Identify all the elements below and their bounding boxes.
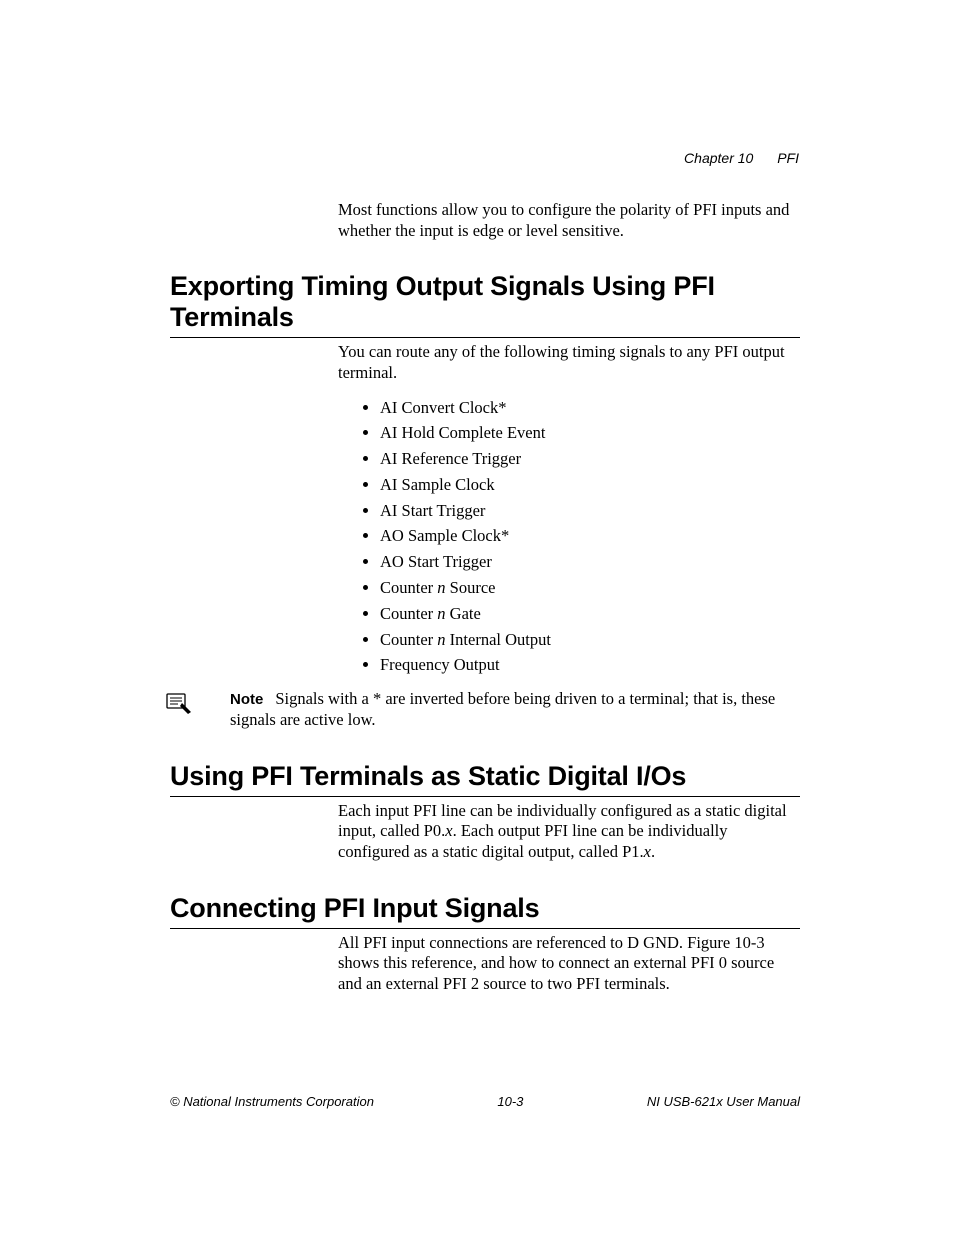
signal-text: AI Sample Clock	[380, 475, 495, 494]
content-area: Most functions allow you to configure th…	[170, 200, 800, 1008]
signal-text: AO Sample Clock*	[380, 526, 509, 545]
list-item: AO Sample Clock*	[380, 526, 800, 546]
header-title: PFI	[777, 150, 799, 166]
signal-text: AI Convert Clock*	[380, 398, 506, 417]
footer-page-number: 10-3	[497, 1094, 523, 1109]
text-var: x	[445, 821, 452, 840]
list-item: AI Sample Clock	[380, 475, 800, 495]
heading-exporting: Exporting Timing Output Signals Using PF…	[170, 271, 800, 338]
running-header: Chapter 10 PFI	[684, 150, 799, 166]
list-item: Counter n Gate	[380, 604, 800, 624]
heading-connecting: Connecting PFI Input Signals	[170, 893, 800, 929]
signal-var: n	[437, 604, 445, 623]
footer: © National Instruments Corporation 10-3 …	[170, 1094, 800, 1109]
note-label: Note	[230, 691, 263, 708]
page: Chapter 10 PFI Most functions allow you …	[0, 0, 954, 1235]
signal-text: Counter	[380, 578, 437, 597]
signal-list: AI Convert Clock* AI Hold Complete Event…	[338, 398, 800, 676]
list-item: Counter n Internal Output	[380, 630, 800, 650]
connecting-paragraph: All PFI input connections are referenced…	[338, 933, 800, 995]
note-text-content: Signals with a * are inverted before bei…	[230, 689, 775, 729]
signal-text: Gate	[446, 604, 481, 623]
footer-left: © National Instruments Corporation	[170, 1094, 374, 1109]
list-item: AO Start Trigger	[380, 552, 800, 572]
static-io-paragraph: Each input PFI line can be individually …	[338, 801, 800, 863]
footer-right: NI USB-621x User Manual	[647, 1094, 800, 1109]
signal-text: Frequency Output	[380, 655, 500, 674]
list-item: AI Reference Trigger	[380, 449, 800, 469]
signal-text: Counter	[380, 630, 437, 649]
list-item: AI Hold Complete Event	[380, 423, 800, 443]
signal-var: n	[437, 630, 445, 649]
intro-paragraph: Most functions allow you to configure th…	[338, 200, 800, 241]
heading-static-io: Using PFI Terminals as Static Digital I/…	[170, 761, 800, 797]
signal-text: Counter	[380, 604, 437, 623]
signal-var: n	[437, 578, 445, 597]
signal-text: AO Start Trigger	[380, 552, 492, 571]
signal-text: Source	[446, 578, 496, 597]
text-run: .	[651, 842, 655, 861]
note-icon	[164, 691, 192, 720]
signal-text: AI Start Trigger	[380, 501, 485, 520]
list-item: AI Convert Clock*	[380, 398, 800, 418]
signal-text: Internal Output	[446, 630, 551, 649]
list-item: Counter n Source	[380, 578, 800, 598]
note-block: NoteSignals with a * are inverted before…	[170, 689, 800, 730]
export-lead-paragraph: You can route any of the following timin…	[338, 342, 800, 383]
header-chapter: Chapter 10	[684, 150, 753, 166]
signal-text: AI Reference Trigger	[380, 449, 521, 468]
list-item: Frequency Output	[380, 655, 800, 675]
note-body: NoteSignals with a * are inverted before…	[230, 689, 800, 730]
text-var: x	[644, 842, 651, 861]
signal-text: AI Hold Complete Event	[380, 423, 545, 442]
list-item: AI Start Trigger	[380, 501, 800, 521]
